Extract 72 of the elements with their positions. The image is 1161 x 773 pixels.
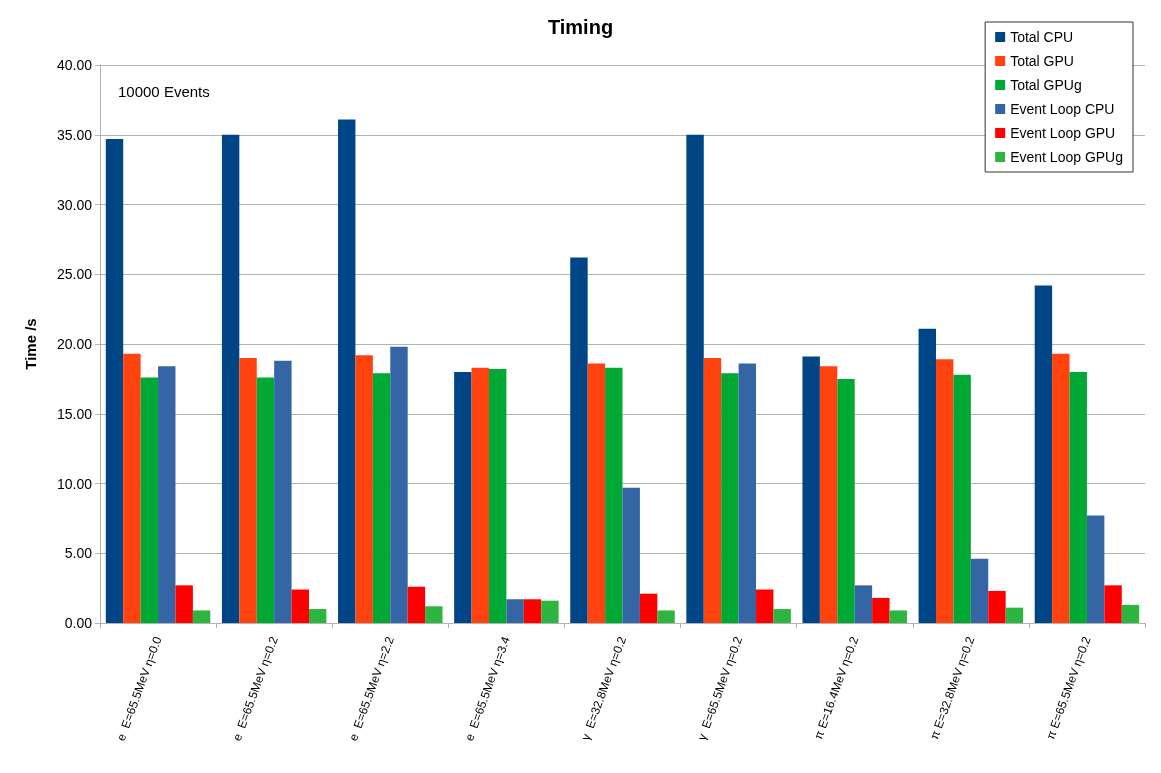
- bar: [721, 373, 739, 623]
- bar: [622, 487, 640, 623]
- y-tick-label: 25.00: [56, 266, 93, 283]
- y-tick-label: 30.00: [56, 196, 93, 213]
- bar: [541, 600, 559, 623]
- y-tick-label: 35.00: [56, 126, 93, 143]
- bar: [587, 363, 606, 623]
- bar: [506, 599, 524, 623]
- bar: [140, 377, 159, 623]
- bar: [407, 586, 426, 623]
- bar: [123, 353, 141, 623]
- bar: [802, 356, 820, 623]
- bar: [773, 609, 791, 623]
- y-tick-label: 10.00: [56, 475, 93, 492]
- bar: [338, 119, 356, 623]
- bar: [390, 346, 408, 623]
- bar: [988, 590, 1006, 623]
- bar: [738, 363, 757, 623]
- y-axis-title: Time /s: [22, 318, 39, 370]
- bar: [355, 355, 373, 623]
- bar: [523, 599, 542, 623]
- y-tick-label: 40.00: [56, 57, 93, 73]
- bar: [1104, 585, 1122, 623]
- bar: [425, 606, 443, 623]
- bar: [872, 597, 890, 623]
- bar: [703, 357, 722, 623]
- bar: [1121, 604, 1140, 623]
- bar: [1069, 371, 1087, 623]
- bar: [221, 134, 240, 623]
- bar: [918, 328, 936, 623]
- legend-label: Total GPUg: [1010, 77, 1082, 93]
- annotation: 10000 Events: [118, 83, 210, 100]
- bar: [686, 134, 704, 623]
- bar: [1086, 515, 1105, 623]
- bar: [309, 609, 327, 623]
- bar: [819, 366, 838, 623]
- bar: [1052, 353, 1070, 623]
- legend-label: Total GPU: [1010, 53, 1074, 69]
- legend-label: Event Loop CPU: [1010, 101, 1115, 117]
- bar: [854, 585, 873, 623]
- bar: [889, 610, 907, 623]
- bar: [756, 589, 774, 623]
- bar: [639, 593, 658, 623]
- legend-label: Event Loop GPU: [1010, 125, 1116, 141]
- bar: [953, 374, 971, 623]
- bar: [970, 558, 989, 623]
- bar: [570, 257, 588, 623]
- bar: [471, 367, 489, 623]
- bar: [291, 589, 309, 623]
- legend-label: Total CPU: [1010, 29, 1074, 45]
- y-tick-label: 0.00: [64, 615, 93, 631]
- bar: [605, 367, 623, 623]
- bar: [192, 610, 211, 623]
- bar: [488, 369, 507, 623]
- y-tick-label: 20.00: [56, 336, 93, 352]
- y-tick-label: 15.00: [56, 405, 93, 422]
- bar: [936, 359, 954, 623]
- bar: [837, 378, 855, 623]
- bar: [175, 585, 193, 623]
- bar: [274, 360, 292, 623]
- bar: [105, 138, 124, 623]
- chart-title: Timing: [547, 16, 614, 38]
- legend-label: Event Loop GPUg: [1010, 149, 1124, 165]
- bar: [372, 373, 391, 623]
- bar: [454, 371, 472, 623]
- bar: [256, 377, 275, 623]
- bar: [657, 610, 675, 623]
- bar: [1034, 285, 1053, 623]
- bar: [158, 366, 176, 623]
- bar: [1005, 607, 1024, 623]
- y-tick-label: 5.00: [64, 545, 93, 562]
- bar: [239, 357, 257, 623]
